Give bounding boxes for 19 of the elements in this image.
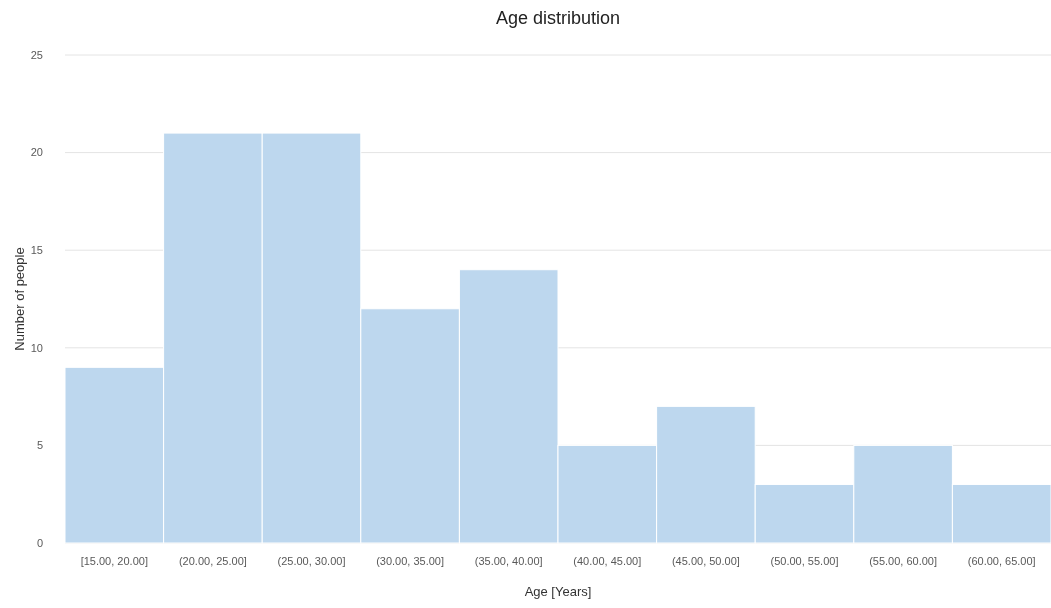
- y-tick-label: 10: [30, 341, 43, 354]
- y-tick-label: 20: [30, 146, 43, 159]
- x-tick-label: [15.00, 20.00]: [80, 555, 148, 567]
- y-axis-title: Number of people: [12, 247, 27, 351]
- x-axis-title: Age [Years]: [524, 584, 592, 599]
- y-tick-label: 15: [30, 244, 43, 257]
- y-tick-label: 25: [30, 48, 43, 61]
- x-tick-label: (60.00, 65.00]: [967, 555, 1036, 567]
- x-tick-label: (35.00, 40.00]: [474, 555, 543, 567]
- y-tick-label: 0: [36, 536, 43, 549]
- chart-title: Age distribution: [495, 8, 621, 28]
- x-tick-label: (30.00, 35.00]: [376, 555, 445, 567]
- x-tick-label: (55.00, 60.00]: [869, 555, 938, 567]
- x-tick-label: (40.00, 45.00]: [573, 555, 642, 567]
- x-tick-label: (50.00, 55.00]: [770, 555, 839, 567]
- x-tick-label: (25.00, 30.00]: [277, 555, 346, 567]
- x-tick-label: (20.00, 25.00]: [178, 555, 247, 567]
- x-tick-label: (45.00, 50.00]: [671, 555, 740, 567]
- y-tick-label: 5: [36, 439, 43, 452]
